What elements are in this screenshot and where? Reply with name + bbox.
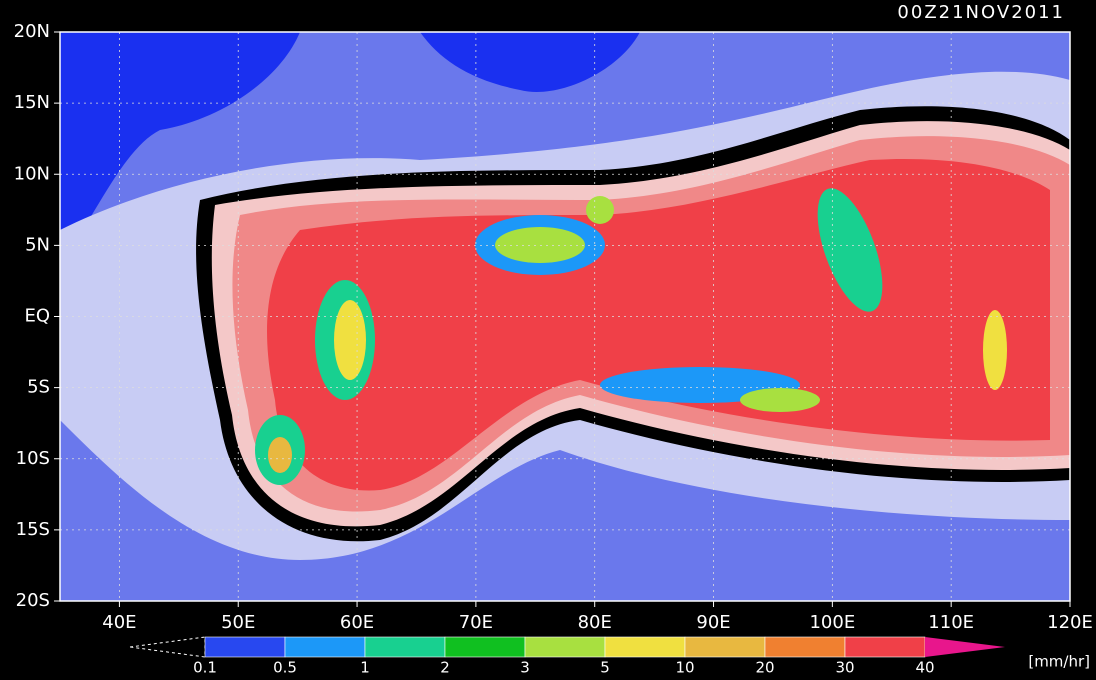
colorbar-label: 20 (755, 659, 774, 677)
precip-field (60, 32, 1070, 601)
colorbar-label: 1 (360, 659, 370, 677)
lon-tick-label: 120E (1047, 612, 1093, 633)
lat-tick-label: 20S (16, 590, 50, 611)
lat-tick-label: 15S (16, 519, 50, 540)
colorbar-over-arrow (925, 637, 1005, 657)
graticule (60, 31, 1071, 602)
lon-tick-label: 100E (809, 612, 855, 633)
lat-tick-label: 10S (16, 448, 50, 469)
colorbar-box (204, 636, 286, 658)
colorbar-box (364, 636, 446, 658)
colorbar-under-arrow (129, 636, 206, 658)
lon-tick-label: 40E (102, 612, 136, 633)
lat-tick-label: 5S (27, 377, 50, 398)
lat-tick-label: 20N (14, 21, 50, 42)
colorbar-label: 0.1 (193, 659, 217, 677)
colorbar-label: 0.5 (273, 659, 297, 677)
colorbar-units: [mm/hr] (1028, 653, 1090, 671)
colorbar: 0.1 0.5 1 2 3 5 10 20 30 40 (193, 636, 1005, 677)
colorbar-label: 10 (675, 659, 694, 677)
lon-tick-label: 80E (578, 612, 612, 633)
colorbar-label: 3 (520, 659, 530, 677)
colorbar-box (444, 636, 526, 658)
map-title: 00Z21NOV2011 (897, 2, 1065, 23)
colorbar-box (764, 636, 846, 658)
colorbar-box (284, 636, 366, 658)
lon-tick-label: 110E (928, 612, 974, 633)
lon-tick-label: 90E (696, 612, 730, 633)
colorbar-box (604, 636, 686, 658)
lat-tick-label: 10N (14, 163, 50, 184)
colorbar-label: 5 (600, 659, 610, 677)
colorbar-label: 30 (835, 659, 854, 677)
colorbar-label: 40 (915, 659, 934, 677)
colorbar-box (844, 636, 926, 658)
colorbar-box (524, 636, 606, 658)
lon-tick-label: 60E (340, 612, 374, 633)
lat-tick-label: 5N (25, 234, 50, 255)
lon-tick-label: 50E (221, 612, 255, 633)
lon-tick-label: 70E (459, 612, 493, 633)
colorbar-label: 2 (440, 659, 450, 677)
lat-tick-label: EQ (24, 306, 50, 327)
colorbar-box (684, 636, 766, 658)
lat-tick-label: 15N (14, 92, 50, 113)
